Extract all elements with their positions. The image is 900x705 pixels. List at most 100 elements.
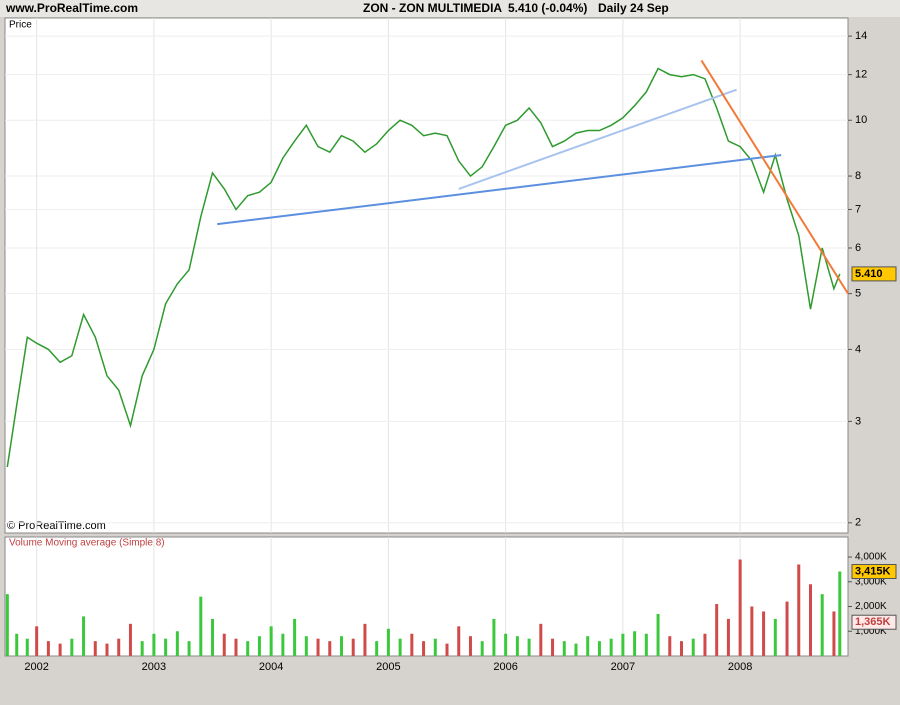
y-tick-label: 3,000K (855, 576, 887, 587)
y-tick-label: 4,000K (855, 552, 887, 563)
volume-bar (797, 564, 801, 656)
volume-bar (515, 636, 519, 656)
volume-bar (715, 604, 719, 656)
volume-bar (93, 641, 97, 656)
volume-bar (339, 636, 343, 656)
y-tick-label: 5 (855, 288, 861, 300)
y-tick-label: 7 (855, 203, 861, 215)
volume-bar (773, 618, 777, 656)
value-tag (851, 266, 897, 282)
y-tick-label: 8 (855, 170, 861, 182)
volume-bar (457, 626, 461, 656)
volume-bar (35, 626, 39, 656)
period: Daily 24 Sep (598, 1, 669, 15)
volume-bar (211, 618, 215, 656)
volume-bar (762, 611, 766, 656)
volume-bar (15, 633, 19, 656)
volume-bar (609, 638, 613, 656)
x-tick-label: 2007 (611, 661, 635, 673)
volume-bar (222, 633, 226, 656)
volume-bar (691, 638, 695, 656)
volume-bar (586, 636, 590, 656)
volume-bar (785, 601, 789, 656)
volume-bar (422, 641, 426, 656)
volume-bar (597, 641, 601, 656)
volume-bar (504, 633, 508, 656)
volume-bar (257, 636, 261, 656)
volume-bar (187, 641, 191, 656)
value-tag (851, 614, 897, 630)
volume-bar (680, 641, 684, 656)
y-tick-label: 4 (855, 343, 861, 355)
volume-bar (551, 638, 555, 656)
volume-bar (316, 638, 320, 656)
volume-bar (410, 633, 414, 656)
value-tag-label: 1,365K (855, 616, 891, 628)
volume-bar (750, 606, 754, 656)
volume-bar (445, 643, 449, 656)
volume-bar (820, 594, 824, 656)
trendline (458, 88, 737, 190)
y-tick-label: 14 (855, 30, 867, 42)
volume-bar (574, 643, 578, 656)
volume-bar (738, 559, 742, 656)
trendline (217, 154, 782, 226)
volume-bar (633, 631, 637, 656)
volume-bar (668, 636, 672, 656)
volume-bar (128, 623, 132, 656)
volume-bar (117, 638, 121, 656)
volume-bar (281, 633, 285, 656)
volume-bar (621, 633, 625, 656)
volume-bar (105, 643, 109, 656)
volume-bar (386, 628, 390, 656)
x-tick-label: 2004 (259, 661, 283, 673)
watermark: © ProRealTime.com (7, 520, 106, 532)
value-tag (851, 564, 897, 580)
trendline (700, 59, 849, 295)
volume-bar (433, 638, 437, 656)
volume-bar (492, 618, 496, 656)
volume-bar (246, 641, 250, 656)
volume-bar (82, 616, 86, 656)
volume-bar (808, 584, 812, 656)
y-tick-label: 3 (855, 415, 861, 427)
volume-bar (25, 638, 29, 656)
volume-bar (293, 618, 297, 656)
volume-bar (562, 641, 566, 656)
volume-bar (351, 638, 355, 656)
volume-bar (199, 596, 203, 656)
volume-bar (269, 626, 273, 656)
x-tick-label: 2006 (493, 661, 517, 673)
x-tick-label: 2005 (376, 661, 400, 673)
volume-bar (140, 641, 144, 656)
volume-bar (726, 618, 730, 656)
y-tick-label: 10 (855, 114, 867, 126)
volume-bar (527, 638, 531, 656)
quote: 5.410 (-0.04%) (508, 1, 587, 15)
x-tick-label: 2008 (728, 661, 752, 673)
volume-bar (70, 638, 74, 656)
volume-bar (46, 641, 50, 656)
x-tick-label: 2002 (24, 661, 48, 673)
volume-bar (398, 638, 402, 656)
volume-bar (58, 643, 62, 656)
volume-bar (5, 594, 9, 656)
y-tick-label: 6 (855, 242, 861, 254)
y-tick-label: 2,000K (855, 601, 887, 612)
y-tick-label: 1,000K (855, 626, 887, 637)
volume-bar (375, 641, 379, 656)
volume-bar (468, 636, 472, 656)
instrument: ZON - ZON MULTIMEDIA (363, 1, 502, 15)
volume-bar (234, 638, 238, 656)
volume-bar (644, 633, 648, 656)
volume-bar (152, 633, 156, 656)
volume-bar (164, 638, 168, 656)
panel-label: Volume Moving average (Simple 8) (9, 538, 165, 549)
header-bar (0, 0, 900, 17)
site: www.ProRealTime.com (5, 1, 138, 15)
y-tick-label: 2 (855, 517, 861, 529)
value-tag-label: 3,415K (855, 565, 891, 577)
volume-bar (328, 641, 332, 656)
